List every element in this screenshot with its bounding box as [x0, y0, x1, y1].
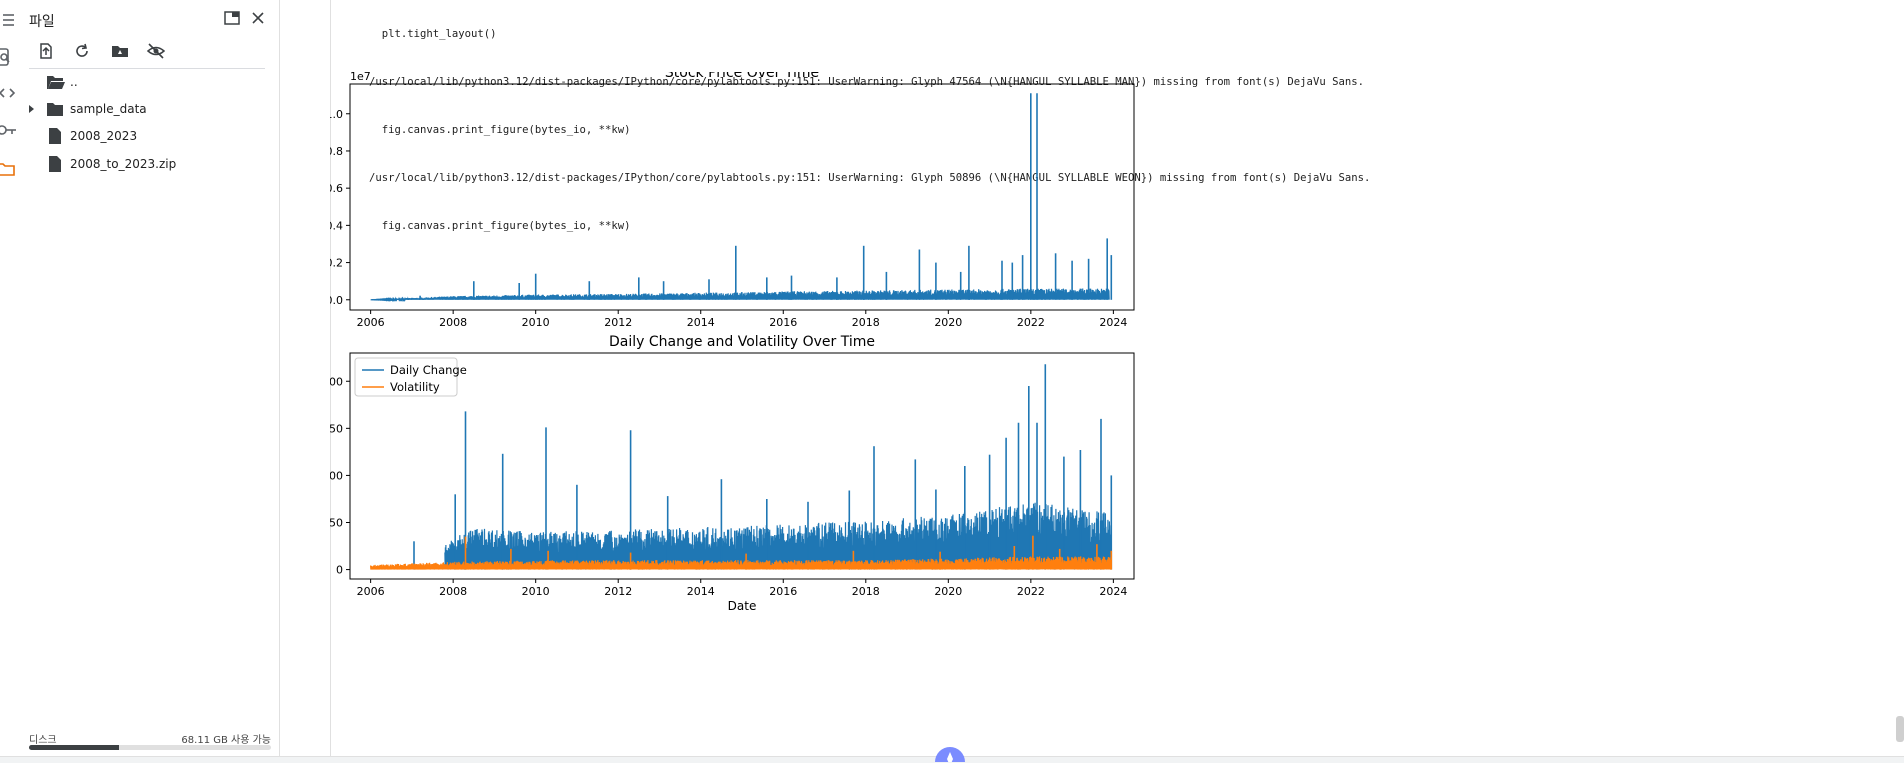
tree-item-parent[interactable]: ..	[22, 70, 279, 94]
cell-output-text: plt.tight_layout() /usr/local/lib/python…	[369, 0, 1370, 266]
output-line: /usr/local/lib/python3.12/dist-packages/…	[369, 76, 1364, 88]
y-tick-label: 0.8	[330, 145, 343, 158]
file-icon	[49, 156, 61, 172]
tree-item-2008-to-2023-zip[interactable]: 2008_to_2023.zip	[22, 152, 279, 176]
x-tick-label: 2020	[934, 316, 962, 329]
folder-open-icon	[47, 76, 65, 89]
y-tick-label: 150	[330, 422, 343, 435]
file-icon	[49, 128, 61, 144]
axes-frame	[349, 352, 1135, 580]
chart-title: Daily Change and Volatility Over Time	[609, 334, 875, 350]
output-line: /usr/local/lib/python3.12/dist-packages/…	[369, 172, 1371, 184]
x-tick-label: 2006	[357, 585, 385, 598]
x-tick-label: 2010	[522, 316, 550, 329]
y-tick-label: 100	[330, 469, 343, 482]
open-in-tab-icon[interactable]	[222, 8, 242, 28]
find-icon[interactable]	[0, 48, 18, 66]
x-axis-label: Date	[728, 599, 757, 613]
refresh-icon[interactable]	[72, 41, 92, 61]
tree-item-label: 2008_to_2023.zip	[70, 157, 177, 171]
x-tick-label: 2008	[439, 585, 467, 598]
y-tick-label: 50	[330, 517, 343, 530]
gemini-icon[interactable]	[934, 746, 966, 762]
y-tick-label: 0.4	[330, 219, 343, 232]
tree-item-label: 2008_2023	[70, 129, 138, 143]
x-tick-label: 2020	[934, 585, 962, 598]
x-tick-label: 2010	[522, 585, 550, 598]
x-tick-label: 2014	[687, 585, 715, 598]
plot-area	[370, 364, 1113, 570]
chart-title: Stock Price Over Time	[665, 72, 819, 81]
y-tick-label: 200	[330, 375, 343, 388]
folder-icon[interactable]	[0, 160, 18, 178]
panel-title: 파일	[29, 14, 55, 30]
tree-item-label: ..	[70, 75, 78, 89]
disk-usage-fill	[29, 745, 119, 750]
tree-item-label: sample_data	[70, 102, 147, 116]
x-tick-label: 2024	[1099, 316, 1127, 329]
y-tick-label: 1.0	[330, 108, 343, 121]
x-tick-label: 2022	[1017, 316, 1045, 329]
tree-item-sample-data[interactable]: sample_data	[22, 97, 279, 121]
series-line-daily-change	[444, 502, 1112, 570]
x-tick-label: 2014	[687, 316, 715, 329]
y-tick-label: 0	[336, 564, 343, 577]
x-tick-label: 2016	[769, 316, 797, 329]
x-tick-label: 2018	[852, 585, 880, 598]
tree-item-2008-2023[interactable]: 2008_2023	[22, 124, 279, 148]
x-tick-label: 2022	[1017, 585, 1045, 598]
table-of-contents-icon[interactable]	[0, 11, 18, 29]
close-icon[interactable]	[248, 8, 268, 28]
key-icon[interactable]	[0, 121, 18, 139]
files-panel: 파일 .. sample_data 2008_2023 2008_to_2023…	[22, 0, 280, 756]
series-line-volatility	[370, 556, 1112, 570]
y-tick-label: 0.0	[330, 294, 343, 307]
scrollbar-thumb[interactable]	[1896, 716, 1904, 742]
x-tick-label: 2008	[439, 316, 467, 329]
cell-gutter	[330, 0, 331, 756]
disk-free-text: 68.11 GB 사용 가능	[181, 735, 271, 746]
output-line: fig.canvas.print_figure(bytes_io, **kw)	[369, 220, 631, 232]
notebook-area: plt.tight_layout() /usr/local/lib/python…	[279, 0, 1904, 756]
x-tick-label: 2012	[604, 316, 632, 329]
code-icon[interactable]	[0, 84, 18, 102]
expand-arrow-icon[interactable]	[28, 105, 36, 113]
axes-frame	[349, 83, 1135, 311]
x-tick-label: 2024	[1099, 585, 1127, 598]
upload-icon[interactable]	[36, 41, 56, 61]
x-tick-label: 2012	[604, 585, 632, 598]
plot-area	[370, 93, 1113, 303]
disk-label: 디스크	[29, 735, 57, 746]
disk-usage-bar	[29, 745, 271, 750]
output-line: fig.canvas.print_figure(bytes_io, **kw)	[369, 124, 631, 136]
chart-figure: Stock Price Over Time 1e7 2006 2008 2010 2012…	[330, 72, 1135, 613]
axis-offset-label: 1e7	[350, 72, 371, 83]
activity-rail	[0, 0, 22, 762]
x-tick-label: 2006	[357, 316, 385, 329]
output-line: plt.tight_layout()	[369, 28, 497, 40]
folder-icon	[47, 103, 63, 116]
y-tick-label: 0.6	[330, 182, 343, 195]
y-tick-label: 0.2	[330, 257, 343, 270]
hide-files-icon[interactable]	[146, 41, 166, 61]
x-tick-label: 2018	[852, 316, 880, 329]
toolbar-divider	[29, 68, 265, 69]
mount-drive-icon[interactable]	[110, 41, 130, 61]
legend-label: Daily Change	[390, 363, 467, 377]
x-tick-label: 2016	[769, 585, 797, 598]
series-line-price	[370, 288, 1110, 303]
legend-label: Volatility	[390, 380, 440, 394]
